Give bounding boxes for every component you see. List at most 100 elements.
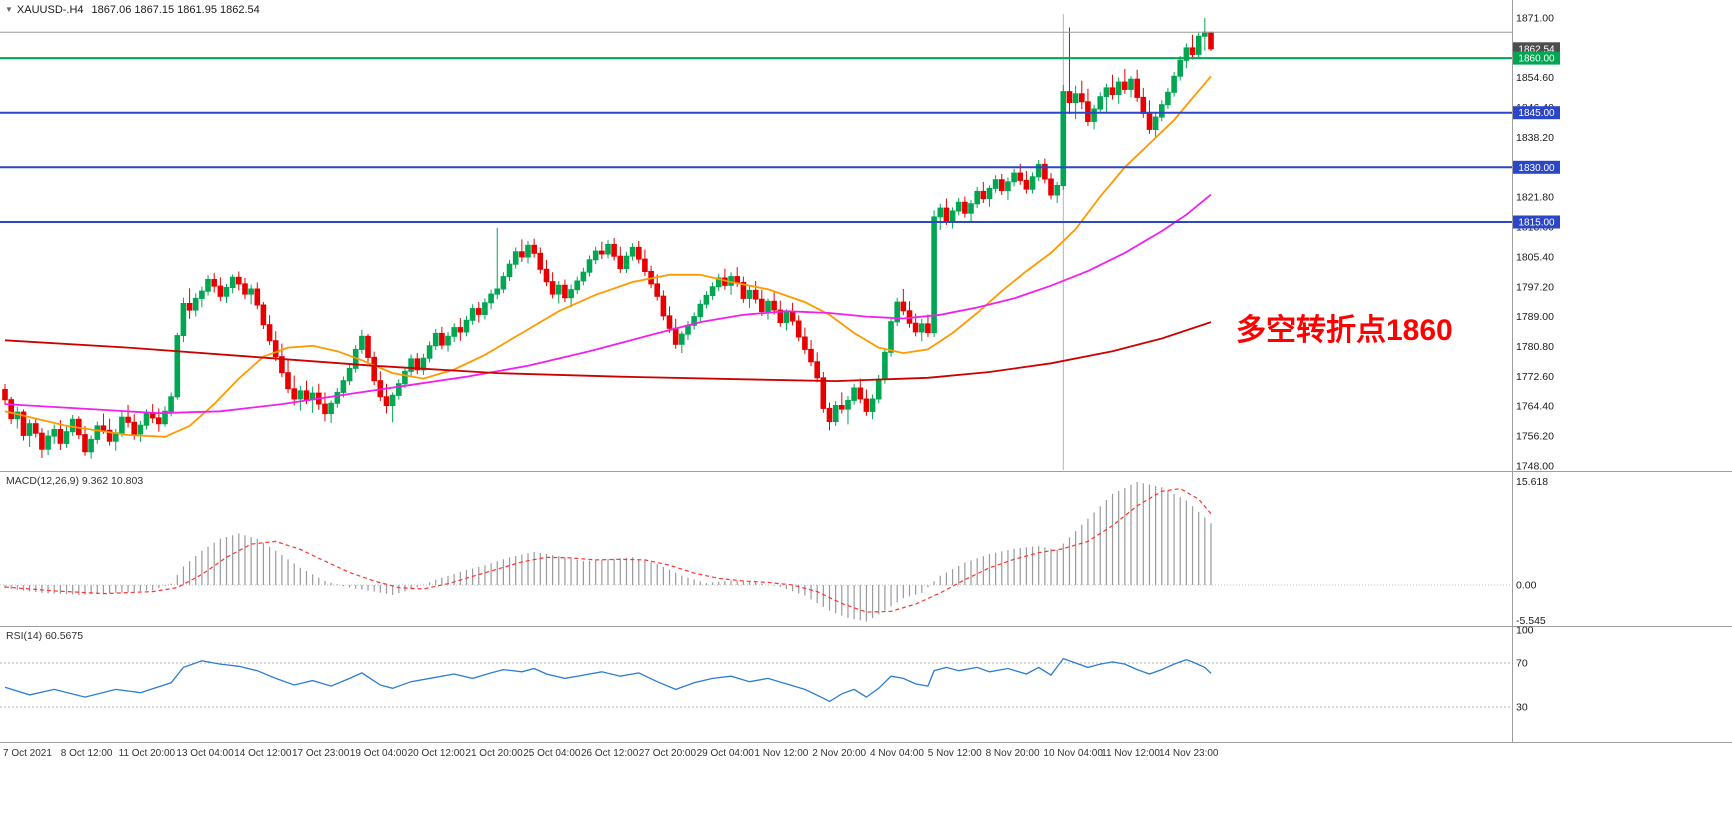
candle-body [383, 396, 390, 406]
candle-body [1011, 172, 1017, 183]
line-price-box[interactable] [1513, 160, 1560, 174]
candle-body [334, 391, 341, 404]
line-price-box[interactable] [1513, 106, 1560, 120]
candle-body [851, 387, 857, 401]
candle-body [543, 268, 550, 283]
candle-body [660, 295, 667, 317]
time-label: 21 Oct 20:00 [465, 748, 523, 759]
candle-body [242, 283, 248, 295]
candle-body [20, 411, 27, 436]
candle-body [469, 308, 476, 321]
candle-body [506, 263, 513, 278]
candle-body [789, 311, 796, 322]
candle-body [525, 244, 531, 258]
collapse-triangle-icon[interactable]: ▼ [5, 5, 13, 14]
candle-body [962, 201, 968, 214]
candle-body [623, 255, 630, 270]
candle-body [1048, 178, 1054, 196]
candle-body [734, 276, 741, 283]
candle-body [537, 252, 544, 270]
candle-body [100, 425, 107, 431]
candle-body [863, 398, 870, 412]
candle-body [1060, 91, 1067, 187]
price-tick-label: 1871.00 [1516, 13, 1554, 25]
candle-body [839, 405, 845, 410]
candle-body [974, 190, 981, 205]
candle-body [580, 271, 587, 282]
candle-body [1066, 91, 1073, 103]
candle-body [574, 280, 581, 291]
candle-body [1097, 96, 1104, 110]
candle-body [254, 288, 261, 306]
candle-body [992, 179, 999, 189]
price-tick-label: 1854.60 [1516, 72, 1554, 84]
candle-body [174, 335, 181, 398]
candle-body [1042, 163, 1048, 180]
candle-body [599, 250, 605, 255]
candle-body [586, 259, 593, 273]
bid-price-text: 1862.54 [1518, 44, 1555, 55]
macd-histogram [4, 481, 1212, 622]
candle-body [980, 190, 987, 200]
price-axis[interactable]: 1871.001862.801854.601846.401838.201830.… [1513, 13, 1560, 473]
candle-body [703, 295, 710, 305]
time-label: 29 Oct 04:00 [697, 748, 755, 759]
candle-body [912, 322, 919, 333]
candle-body [439, 332, 445, 346]
time-axis[interactable]: 7 Oct 2021 8 Oct 12:00 11 Oct 20:00 13 Oct … [3, 748, 1219, 759]
price-tick-label: 1756.20 [1516, 431, 1554, 443]
candle-body [8, 399, 14, 420]
candle-body [457, 327, 464, 333]
candle-body [272, 340, 279, 358]
candle-body [488, 293, 494, 304]
candle-body [777, 309, 784, 324]
candle-body [106, 429, 113, 442]
candle-body [556, 284, 562, 295]
candle-body [949, 210, 956, 221]
time-label: 13 Oct 04:00 [176, 748, 234, 759]
line-price-box[interactable] [1513, 215, 1560, 229]
candle-body [51, 429, 58, 437]
candle-body [888, 321, 894, 353]
candle-body [500, 276, 507, 290]
candle-body [919, 323, 925, 333]
candle-body [531, 244, 538, 254]
candle-body [322, 403, 328, 415]
time-label: 17 Oct 23:00 [292, 748, 350, 759]
price-tick-label: 1797.20 [1516, 281, 1554, 293]
rsi-axis-label: 30 [1516, 702, 1528, 714]
candle-body [303, 390, 310, 401]
candle-body [642, 258, 648, 273]
candle-body [875, 378, 882, 400]
candle-body [1029, 176, 1036, 190]
candle-body [826, 407, 833, 422]
candle-body [26, 423, 33, 436]
candle-body [931, 216, 937, 334]
candle-body [229, 276, 236, 288]
candle-body [1035, 163, 1042, 178]
chart-title: ▼ XAUUSD-.H4 1867.06 1867.15 1861.95 1862.… [5, 4, 260, 16]
annotation-text[interactable]: 多空转折点1860 [1236, 314, 1453, 347]
candle-body [389, 394, 396, 406]
candle-body [845, 399, 851, 410]
candle-body [1109, 87, 1116, 96]
candle-body [802, 336, 808, 350]
candle-body [33, 423, 39, 434]
line-price-box[interactable] [1513, 51, 1560, 65]
candle-body [1171, 75, 1177, 93]
candle-body [199, 290, 205, 299]
candle-body [1165, 91, 1171, 106]
time-label: 20 Oct 12:00 [408, 748, 466, 759]
candle-body [869, 398, 876, 412]
candle-body [1134, 78, 1141, 98]
candle-body [740, 281, 747, 299]
line-price-text: 1860.00 [1518, 54, 1555, 65]
candle-body [697, 303, 704, 318]
candle-body [765, 300, 771, 312]
time-label: 26 Oct 12:00 [581, 748, 639, 759]
candle-body [2, 389, 8, 401]
candle-body [180, 303, 187, 336]
candles-layer[interactable] [2, 18, 1214, 459]
candle-body [654, 283, 661, 297]
